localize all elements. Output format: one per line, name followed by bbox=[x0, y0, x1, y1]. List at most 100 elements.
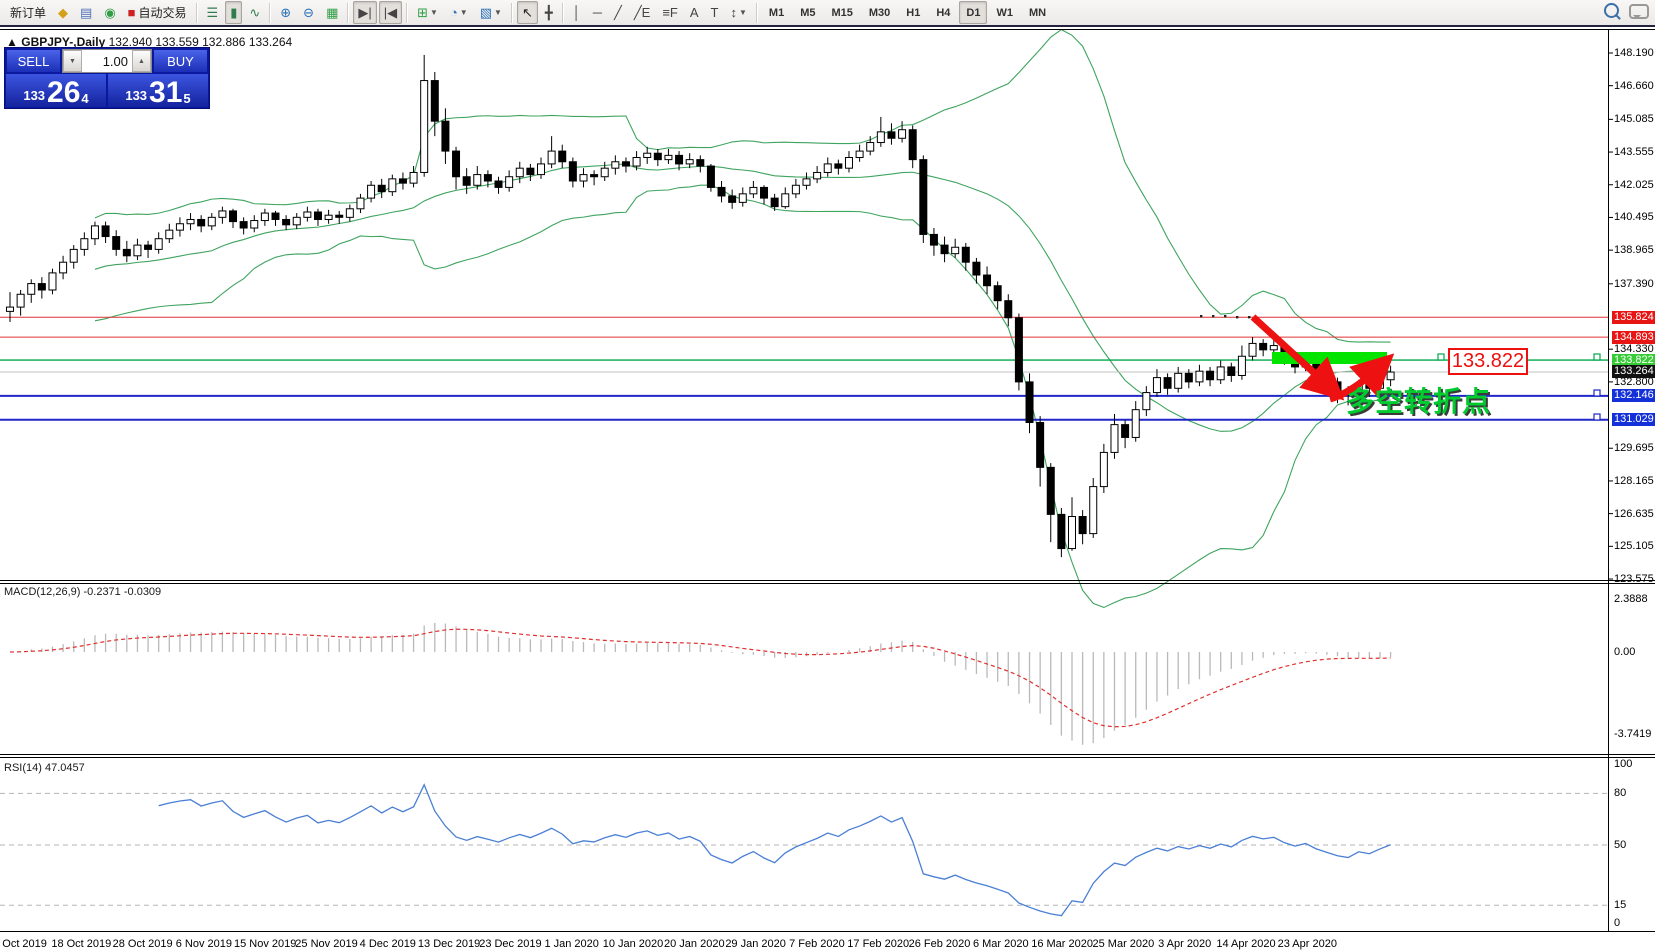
date-axis-label[interactable]: 23 Dec 2019 bbox=[479, 938, 542, 950]
vertical-line-icon[interactable]: │ bbox=[568, 1, 586, 24]
zoom-in-icon[interactable]: ⊕ bbox=[275, 1, 296, 24]
line-chart-icon[interactable]: ∿ bbox=[244, 1, 265, 24]
volume-decrease-button[interactable]: ▼ bbox=[63, 50, 82, 72]
fractal-dot bbox=[1224, 315, 1227, 318]
candle-body bbox=[1227, 366, 1236, 376]
fibonacci-icon[interactable]: ≡F bbox=[657, 1, 683, 24]
candle-body bbox=[866, 142, 875, 152]
price-callout-box[interactable]: 133.822 bbox=[1448, 348, 1528, 375]
date-axis-label[interactable]: 29 Jan 2020 bbox=[725, 938, 786, 950]
chart-shift-icon[interactable]: |◀ bbox=[378, 1, 403, 24]
candle-body bbox=[1142, 392, 1151, 411]
timeframe-m1-button[interactable]: M1 bbox=[768, 6, 785, 19]
annotation-text[interactable]: 多空转折点 bbox=[1346, 386, 1492, 417]
date-axis-label[interactable]: 15 Nov 2019 bbox=[233, 938, 297, 950]
candlestick-chart-icon[interactable]: ▮ bbox=[225, 1, 243, 24]
date-axis-label[interactable]: 25 Mar 2020 bbox=[1092, 938, 1155, 950]
date-axis-label[interactable]: 17 Feb 2020 bbox=[847, 938, 910, 950]
new-order-button[interactable]: 新订单 bbox=[5, 1, 51, 24]
object-handle[interactable] bbox=[1593, 413, 1601, 421]
date-axis-label[interactable]: 18 Oct 2019 bbox=[51, 938, 112, 950]
equidistant-channel-icon[interactable]: ╱E bbox=[629, 1, 656, 24]
buy-button[interactable]: BUY bbox=[153, 49, 208, 73]
timeframe-m5-button[interactable]: M5 bbox=[800, 6, 816, 19]
chat-icon[interactable] bbox=[1629, 4, 1649, 19]
timeframe-m15-button[interactable]: M15 bbox=[831, 6, 853, 19]
candle-body bbox=[728, 195, 737, 203]
text-label-icon[interactable]: T bbox=[706, 1, 724, 24]
object-handle[interactable] bbox=[1437, 353, 1445, 361]
autotrade-button[interactable]: ■ 自动交易 bbox=[123, 1, 192, 24]
up-trend-arrow[interactable] bbox=[1328, 353, 1395, 403]
down-trend-arrow[interactable] bbox=[1250, 314, 1345, 401]
timeframe-d1-button[interactable]: D1 bbox=[959, 1, 988, 24]
periods-icon[interactable]: ◔ ▼ bbox=[445, 1, 473, 24]
candle-body bbox=[696, 159, 705, 167]
date-axis-label[interactable]: 6 Mar 2020 bbox=[972, 938, 1029, 950]
indicators-icon[interactable]: ⊞ ▼ bbox=[412, 1, 443, 24]
sell-price-button[interactable]: 133 26 4 bbox=[6, 74, 106, 108]
periods-icon-caret[interactable]: ▼ bbox=[459, 8, 468, 17]
candle-body bbox=[1386, 371, 1395, 381]
date-axis-label[interactable]: 28 Oct 2019 bbox=[112, 938, 173, 950]
auto-scroll-icon[interactable]: ▶| bbox=[353, 1, 377, 24]
timeframe-m30-button[interactable]: M30 bbox=[868, 6, 891, 19]
arrows-tool-icon[interactable]: ↕ ▼ bbox=[726, 1, 752, 24]
date-axis-label[interactable]: 14 Apr 2020 bbox=[1216, 938, 1276, 950]
crosshair-icon[interactable]: ╋ bbox=[540, 1, 558, 24]
templates-icon-caret[interactable]: ▼ bbox=[494, 8, 502, 17]
date-axis-label[interactable]: 13 Dec 2019 bbox=[417, 938, 481, 950]
cursor-icon[interactable]: ↖ bbox=[516, 1, 538, 24]
date-axis-label[interactable]: 9 Oct 2019 bbox=[0, 938, 47, 950]
candle-body bbox=[112, 236, 121, 250]
macd-axis-label: -3.7419 bbox=[1614, 728, 1652, 741]
templates-icon[interactable]: ▧ ▼ bbox=[475, 1, 507, 24]
timeframe-h4-button[interactable]: H4 bbox=[936, 6, 951, 19]
date-axis-label[interactable]: 10 Jan 2020 bbox=[602, 938, 664, 950]
bar-chart-icon[interactable]: ☰ bbox=[202, 1, 224, 24]
data-window-icon[interactable]: ▤ bbox=[75, 1, 97, 24]
date-axis-label[interactable]: 6 Nov 2019 bbox=[175, 938, 233, 950]
date-axis-label[interactable]: 3 Apr 2020 bbox=[1158, 938, 1212, 950]
fractal-dot bbox=[1212, 315, 1215, 318]
date-axis-label[interactable]: 1 Jan 2020 bbox=[544, 938, 599, 950]
timeframe-h1-button[interactable]: H1 bbox=[906, 6, 921, 19]
candle-body bbox=[834, 163, 843, 169]
chart-canvas[interactable] bbox=[0, 29, 1655, 950]
date-axis-label[interactable]: 7 Feb 2020 bbox=[789, 938, 845, 950]
toolbar-right bbox=[1604, 2, 1649, 19]
date-axis-label[interactable]: 26 Feb 2020 bbox=[908, 938, 971, 950]
candle-body bbox=[537, 163, 545, 176]
candle-body bbox=[27, 283, 36, 295]
candle-body bbox=[80, 238, 89, 250]
candle-body bbox=[452, 150, 461, 178]
sell-button[interactable]: SELL bbox=[6, 49, 61, 73]
date-axis-label[interactable]: 16 Mar 2020 bbox=[1031, 938, 1093, 950]
candle-body bbox=[823, 163, 832, 173]
arrows-tool-icon-caret[interactable]: ▼ bbox=[739, 8, 747, 17]
zoom-out-icon[interactable]: ⊖ bbox=[298, 1, 319, 24]
horizontal-line-icon[interactable]: ─ bbox=[588, 1, 607, 24]
buy-price-button[interactable]: 133 31 5 bbox=[108, 74, 208, 108]
timeframe-mn-button[interactable]: MN bbox=[1028, 6, 1047, 19]
date-axis-label[interactable]: 23 Apr 2020 bbox=[1277, 938, 1337, 950]
object-handle[interactable] bbox=[1593, 353, 1601, 361]
search-icon[interactable] bbox=[1604, 3, 1619, 18]
date-axis-label[interactable]: 20 Jan 2020 bbox=[664, 938, 725, 950]
collapse-triangle-icon[interactable]: ▲ bbox=[6, 35, 18, 49]
navigator-icon[interactable]: ◉ bbox=[99, 1, 120, 24]
candle-body bbox=[1036, 421, 1045, 468]
volume-input[interactable] bbox=[82, 50, 132, 72]
tile-windows-icon[interactable]: ▦ bbox=[321, 1, 343, 24]
volume-increase-button[interactable]: ▲ bbox=[132, 50, 151, 72]
bollinger-band-line bbox=[94, 29, 1391, 343]
trendline-icon: ╱ bbox=[614, 5, 622, 20]
object-handle[interactable] bbox=[1593, 389, 1601, 397]
date-axis-label[interactable]: 25 Nov 2019 bbox=[295, 938, 358, 950]
date-axis-label[interactable]: 4 Dec 2019 bbox=[359, 938, 416, 950]
indicators-icon-caret[interactable]: ▼ bbox=[430, 8, 438, 17]
text-icon[interactable]: A bbox=[685, 1, 704, 24]
trendline-icon[interactable]: ╱ bbox=[609, 1, 627, 24]
market-watch-icon[interactable]: ◆ bbox=[53, 1, 73, 24]
timeframe-w1-button[interactable]: W1 bbox=[996, 6, 1013, 19]
